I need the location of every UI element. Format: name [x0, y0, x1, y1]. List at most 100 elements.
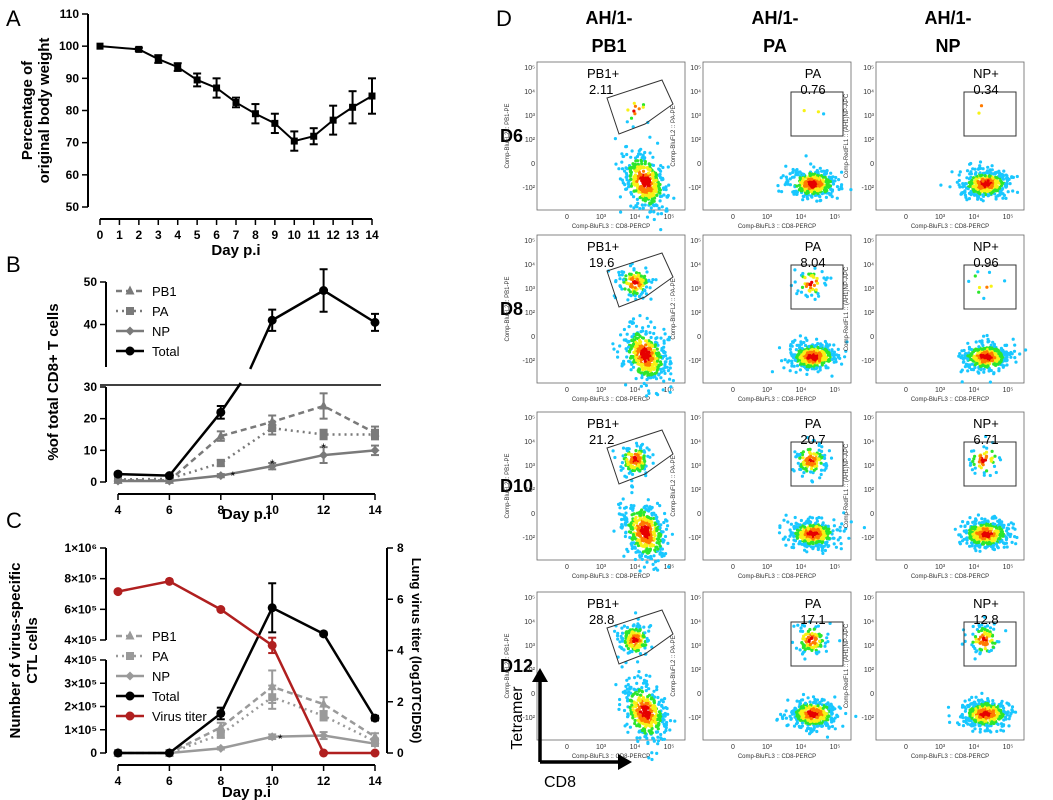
event: [665, 365, 669, 369]
event: [804, 336, 808, 340]
data-point-total: [216, 407, 226, 417]
event: [974, 356, 978, 360]
data-point: [193, 76, 201, 84]
event: [823, 347, 827, 351]
event: [644, 193, 648, 197]
event: [834, 545, 839, 549]
event: [627, 325, 631, 329]
event: [963, 193, 968, 197]
event: [815, 534, 819, 539]
event: [990, 449, 994, 453]
event: [958, 352, 962, 356]
event: [990, 183, 994, 187]
event: [809, 467, 814, 471]
event: [628, 166, 632, 170]
event: [816, 342, 820, 346]
event: [967, 191, 972, 195]
event: [816, 345, 820, 349]
event: [619, 210, 623, 214]
event: [639, 292, 643, 296]
event: [640, 156, 644, 160]
event: [636, 718, 640, 723]
event: [992, 172, 996, 176]
event: [657, 702, 661, 707]
flow-y-tick-label: 0: [870, 511, 874, 518]
event: [651, 172, 655, 176]
event: [650, 523, 655, 527]
event: [652, 182, 656, 187]
data-point: [174, 63, 182, 71]
event: [801, 179, 805, 183]
event: [633, 351, 637, 355]
event: [979, 104, 984, 108]
event: [659, 370, 664, 374]
event: [632, 541, 636, 545]
scatter-events: [776, 109, 853, 203]
event: [657, 540, 661, 545]
event: [655, 359, 660, 363]
event: [832, 343, 836, 347]
y-axis-title-line: CTL cells: [24, 617, 41, 683]
event: [989, 542, 993, 546]
scatter-events: [939, 104, 1020, 203]
event: [984, 534, 989, 538]
event: [990, 168, 994, 172]
event: [803, 276, 807, 280]
data-point-virus-titer: [370, 748, 380, 758]
event: [960, 191, 964, 195]
event: [968, 516, 972, 520]
event: [635, 180, 639, 184]
flow-y-tick-label: -10²: [689, 358, 702, 365]
flow-x-axis-label: Comp-BluFL3 :: CD8-PERCP: [572, 574, 650, 580]
y-tick-label: 20: [84, 412, 98, 426]
event: [668, 366, 672, 370]
flow-y-tick-label: 10³: [864, 286, 875, 293]
event: [642, 275, 646, 279]
event: [812, 462, 817, 466]
legend-label: PA: [152, 304, 169, 319]
x-tick-label: 14: [365, 228, 379, 242]
event: [617, 273, 622, 277]
event: [827, 536, 831, 541]
event: [1011, 337, 1015, 341]
event: [777, 531, 782, 535]
flow-x-tick-label: 10⁴: [796, 387, 807, 394]
flow-x-axis-label: Comp-BluFL3 :: CD8-PERCP: [738, 397, 816, 403]
event: [970, 362, 975, 366]
event: [635, 205, 639, 209]
event: [613, 455, 617, 460]
event: [654, 377, 659, 381]
event: [1008, 182, 1012, 186]
event: [799, 535, 804, 539]
event: [632, 109, 636, 113]
event: [827, 175, 831, 179]
gate-percentage: 21.2: [589, 432, 614, 447]
scatter-events: [606, 262, 676, 398]
flow-x-tick-label: 0: [904, 564, 908, 571]
event: [650, 351, 654, 355]
event: [640, 351, 644, 355]
event: [794, 189, 798, 193]
event: [973, 540, 977, 544]
event: [655, 751, 659, 756]
event: [805, 372, 809, 376]
event: [618, 506, 622, 510]
event: [975, 361, 979, 365]
event: [650, 197, 655, 201]
y-tick-label: 30: [84, 380, 98, 394]
event: [979, 364, 983, 368]
event: [832, 524, 837, 528]
event: [652, 217, 656, 222]
gate-percentage: 19.6: [589, 255, 614, 270]
event: [793, 515, 797, 520]
event: [830, 189, 834, 193]
flow-y-tick-label: 0: [697, 161, 701, 168]
gate-percentage: 6.71: [973, 432, 998, 447]
event: [635, 358, 639, 362]
event: [658, 544, 662, 548]
event: [803, 548, 807, 552]
data-point: [329, 116, 337, 124]
event: [798, 540, 802, 544]
event: [649, 507, 653, 511]
data-point-pa: [268, 693, 277, 702]
